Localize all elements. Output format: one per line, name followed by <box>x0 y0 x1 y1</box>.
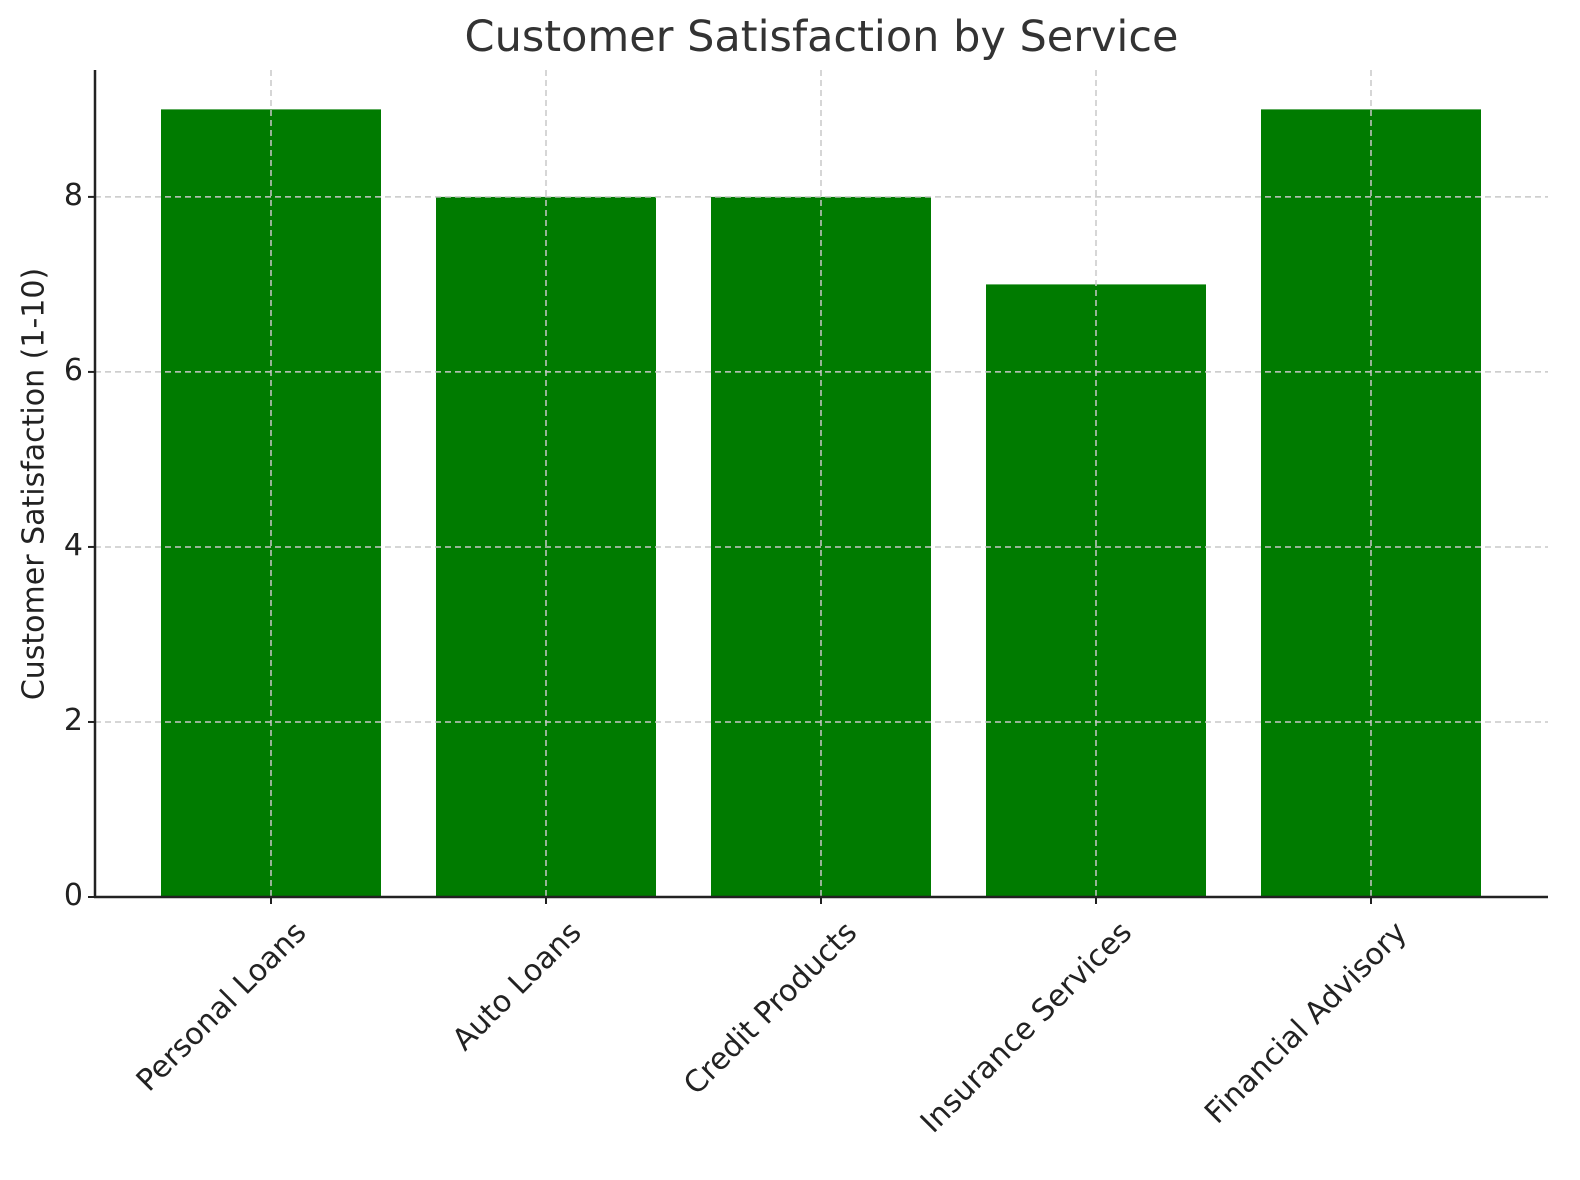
y-tick-label: 0 <box>63 878 83 913</box>
y-tick-label: 8 <box>63 177 83 213</box>
y-tick-label: 2 <box>63 702 83 738</box>
chart-title: Customer Satisfaction by Service <box>464 12 1179 62</box>
y-tick-label: 4 <box>63 527 83 563</box>
y-tick-label: 6 <box>63 352 83 388</box>
